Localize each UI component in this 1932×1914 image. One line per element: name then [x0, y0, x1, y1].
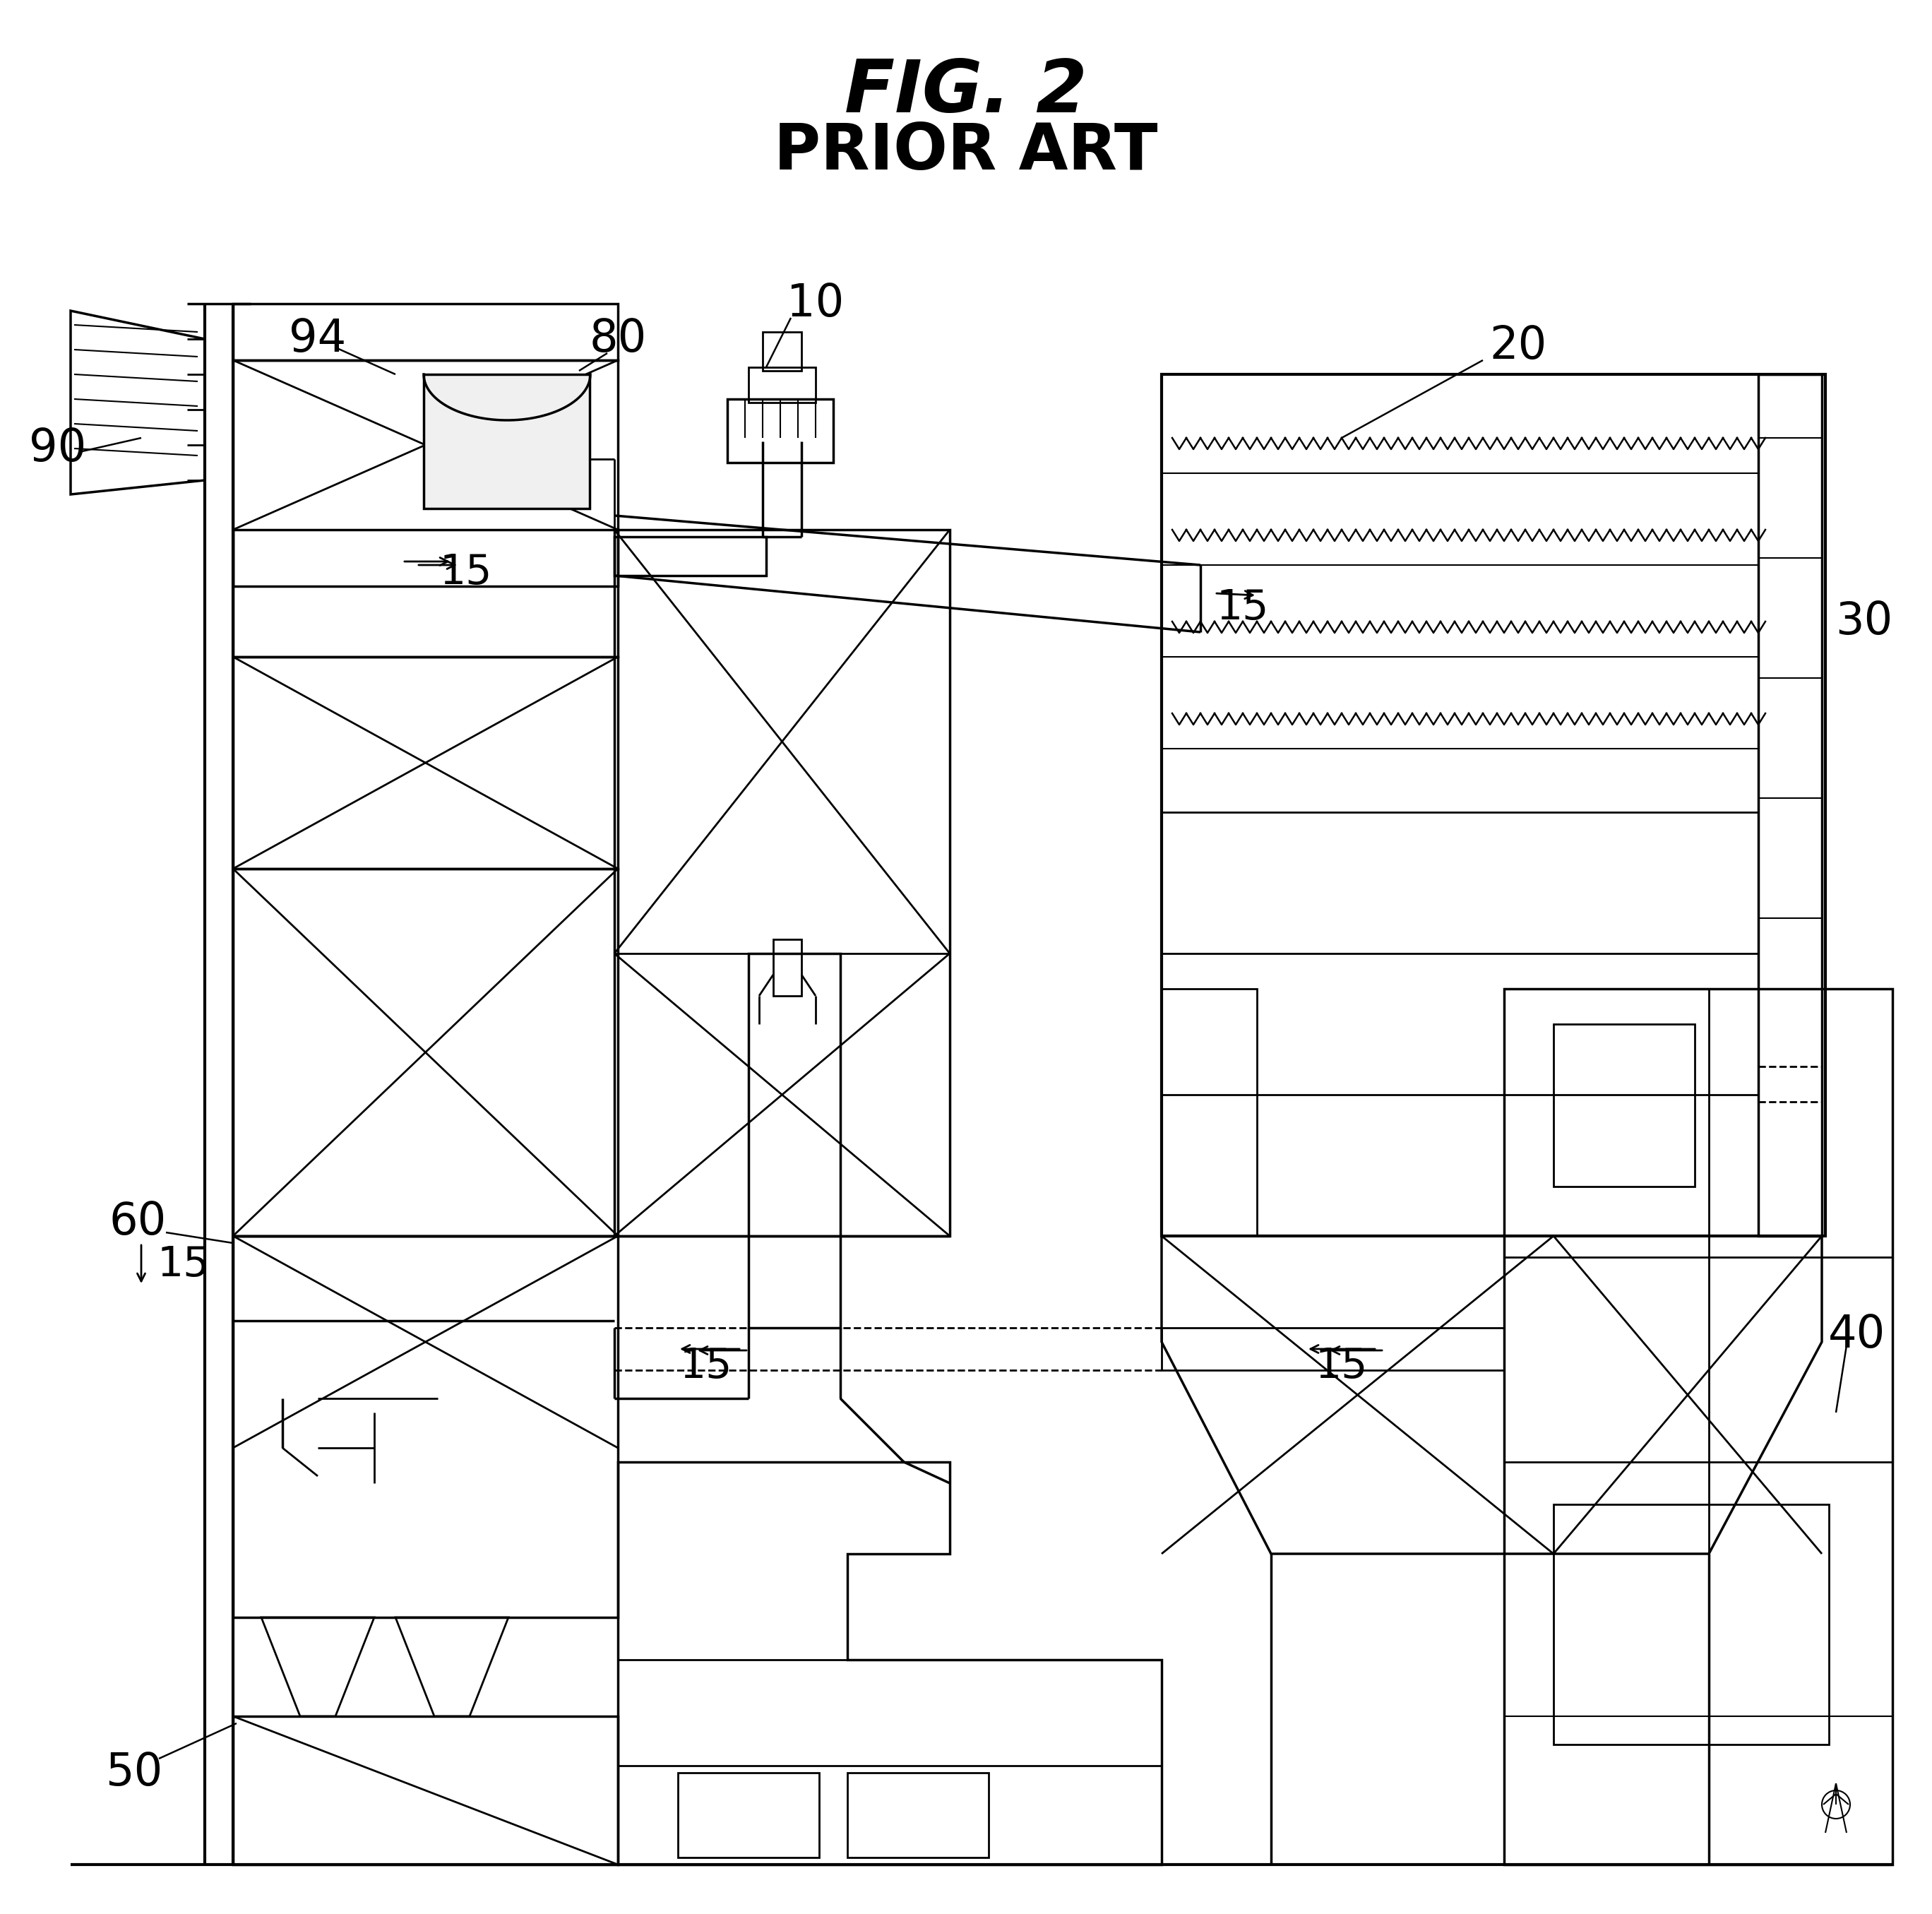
Text: FIG. 2: FIG. 2: [844, 56, 1088, 128]
Text: 94: 94: [290, 318, 346, 362]
Bar: [234, 360, 618, 657]
Text: 15: 15: [680, 1347, 732, 1388]
Bar: [1505, 990, 1893, 1864]
Bar: [423, 375, 589, 509]
Text: 10: 10: [786, 281, 844, 325]
Text: 15: 15: [156, 1244, 211, 1284]
Bar: [748, 953, 840, 1328]
Bar: [1758, 375, 1822, 1236]
Bar: [234, 530, 618, 586]
Text: 40: 40: [1828, 1313, 1886, 1357]
Text: PRIOR ART: PRIOR ART: [775, 121, 1157, 184]
Bar: [748, 367, 815, 402]
Text: 60: 60: [108, 1200, 166, 1244]
Bar: [234, 869, 618, 1236]
Bar: [234, 1717, 618, 1864]
Bar: [1161, 1328, 1505, 1370]
Bar: [773, 940, 802, 995]
Text: 15: 15: [1217, 588, 1269, 628]
Bar: [763, 331, 802, 371]
Bar: [1161, 990, 1258, 1236]
Bar: [614, 536, 767, 576]
Bar: [234, 657, 618, 869]
Text: 30: 30: [1835, 599, 1893, 643]
Text: 80: 80: [589, 318, 647, 362]
Text: 15: 15: [1316, 1347, 1368, 1388]
Bar: [614, 530, 951, 1236]
Bar: [1161, 375, 1826, 1236]
Text: 15: 15: [440, 551, 493, 591]
Bar: [234, 304, 618, 360]
Text: 20: 20: [1490, 323, 1548, 367]
Bar: [234, 1236, 618, 1617]
Bar: [726, 398, 833, 463]
Bar: [1553, 1504, 1830, 1744]
Text: 90: 90: [29, 427, 87, 471]
Bar: [848, 1772, 989, 1857]
Bar: [1553, 1024, 1694, 1187]
Bar: [678, 1772, 819, 1857]
Text: 50: 50: [106, 1751, 162, 1795]
